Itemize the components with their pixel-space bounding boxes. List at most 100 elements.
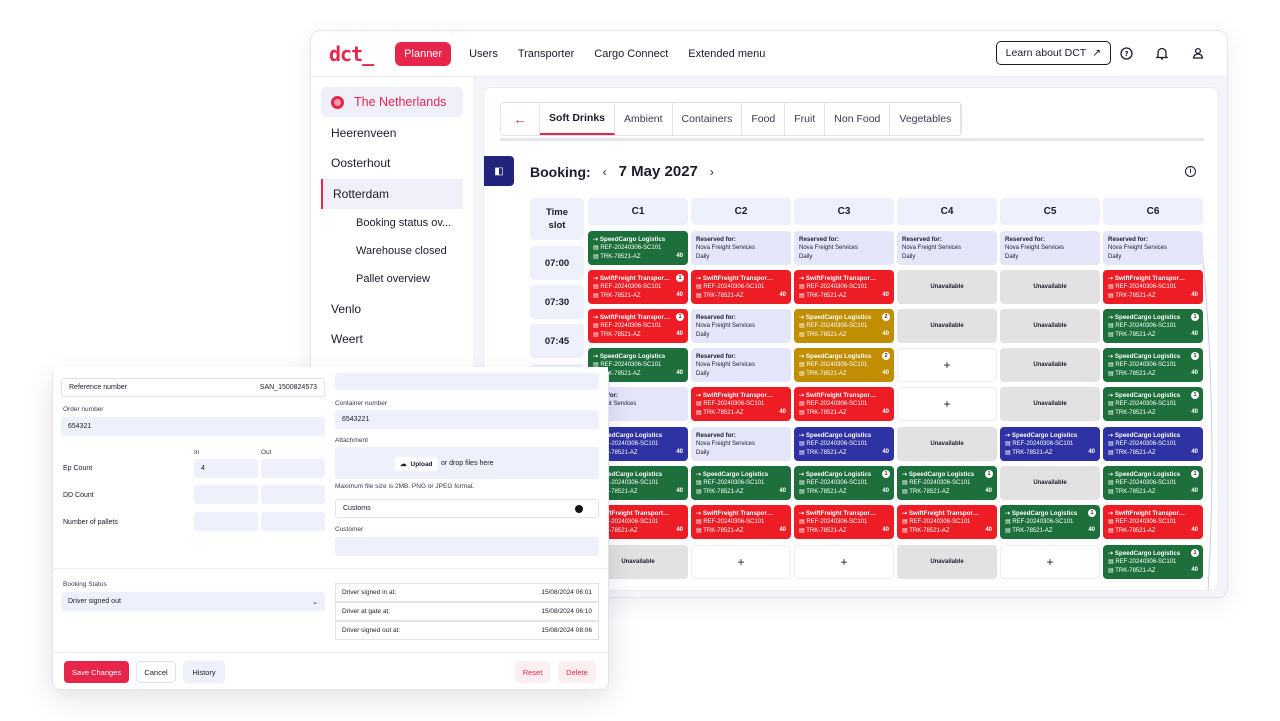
customs-toggle-knob[interactable] (575, 504, 583, 513)
speedcargo-booking[interactable]: ⇢ SpeedCargo Logistics▤ REF-20240306-SC1… (588, 231, 688, 265)
top-right-field[interactable] (335, 373, 599, 390)
speedcargo-booking[interactable]: ⇢ SpeedCargo Logistics▤ REF-20240306-SC1… (794, 309, 894, 343)
pallets-out-field[interactable] (261, 512, 325, 531)
ep-count-in-field[interactable]: 4 (194, 459, 258, 478)
swiftfreight-booking[interactable]: ⇢ SwiftFreight Transportatio...▤ REF-202… (794, 387, 894, 421)
bell-icon[interactable] (1153, 44, 1171, 62)
swiftfreight-booking[interactable]: ⇢ SwiftFreight Transportatio...▤ REF-202… (691, 387, 791, 421)
container-number-field[interactable]: 6543221 (335, 410, 599, 429)
dd-count-out-field[interactable] (261, 485, 325, 504)
chevron-left-icon[interactable]: ‹ (602, 164, 607, 179)
back-arrow-icon[interactable]: ← (501, 103, 540, 135)
speedcargo-booking[interactable]: ⇢ SpeedCargo Logistics▤ REF-20240306-SC1… (691, 466, 791, 500)
dct-logo[interactable]: dct_ (329, 41, 374, 66)
unavailable-slot[interactable]: Unavailable (897, 270, 997, 304)
unavailable-slot[interactable]: Unavailable (1000, 270, 1100, 304)
pallets-in-field[interactable] (194, 512, 258, 531)
speedcargo-booking[interactable]: ⇢ SpeedCargo Logistics▤ REF-20240306-SC1… (1000, 505, 1100, 539)
tab-non-food[interactable]: Non Food (825, 103, 891, 135)
add-booking-slot[interactable]: + (1000, 545, 1100, 579)
sidebar-sub-pallet-overview[interactable]: Pallet overview (356, 273, 430, 285)
history-button[interactable]: History (183, 661, 225, 683)
customer-field[interactable] (335, 537, 599, 556)
nav-users[interactable]: Users (469, 47, 498, 60)
booking-status-select[interactable]: Driver signed out ⌄ (61, 592, 325, 611)
sidebar-toggle-icon[interactable]: ◧ (484, 156, 514, 186)
tab-ambient[interactable]: Ambient (615, 103, 673, 135)
tab-fruit[interactable]: Fruit (785, 103, 826, 135)
add-booking-slot[interactable]: + (794, 545, 894, 579)
speedcargo-booking[interactable]: ⇢ SpeedCargo Logistics▤ REF-20240306-SC1… (897, 466, 997, 500)
unavailable-slot[interactable]: Unavailable (897, 427, 997, 461)
swiftfreight-booking[interactable]: ⇢ SwiftFreight Transport... ▤ REF-2024030… (588, 270, 688, 304)
info-icon[interactable]: i (1185, 166, 1196, 177)
order-number-field[interactable]: 654321 (61, 417, 325, 436)
unavailable-slot[interactable]: Unavailable (1000, 387, 1100, 421)
swiftfreight-booking[interactable]: ⇢ SwiftFreight Transportatio...▤ REF-202… (691, 270, 791, 304)
sidebar-item-the-netherlands[interactable]: The Netherlands (321, 87, 463, 117)
chevron-right-icon[interactable]: › (709, 164, 714, 179)
sidebar-sub-booking-status[interactable]: Booking status ov... (356, 217, 452, 229)
swiftfreight-booking[interactable]: ⇢ SwiftFreight Transportatio...▤ REF-202… (794, 505, 894, 539)
swiftfreight-booking[interactable]: ⇢ SwiftFreight Transportatio...▤ REF-202… (691, 505, 791, 539)
add-booking-slot[interactable]: + (897, 387, 997, 421)
swiftfreight-booking[interactable]: ⇢ SwiftFreight Transportatio...▤ REF-202… (1103, 270, 1203, 304)
unavailable-slot[interactable]: Unavailable (1000, 466, 1100, 500)
add-booking-slot[interactable]: + (897, 348, 997, 382)
speedcargo-booking[interactable]: ⇢ SpeedCargo Logistics▤ REF-20240306-SC1… (794, 348, 894, 382)
reserved-slot[interactable]: Reserved for: Nova Freight Services Daily (1103, 231, 1203, 265)
sidebar-item-venlo[interactable]: Venlo (331, 302, 362, 316)
reserved-slot[interactable]: Reserved for: Nova Freight Services Daily (1000, 231, 1100, 265)
unavailable-slot[interactable]: Unavailable (1000, 348, 1100, 382)
speedcargo-booking[interactable]: ⇢ SpeedCargo Logistics▤ REF-20240306-SC1… (1000, 427, 1100, 461)
unavailable-slot[interactable]: Unavailable (1000, 309, 1100, 343)
speedcargo-booking[interactable]: ⇢ SpeedCargo Logistics▤ REF-20240306-SC1… (794, 427, 894, 461)
unavailable-slot[interactable]: Unavailable (897, 545, 997, 579)
customs-toggle-row[interactable]: Customs (335, 499, 599, 518)
nav-extended-menu[interactable]: Extended menu (688, 47, 766, 60)
sidebar-item-heerenveen[interactable]: Heerenveen (331, 126, 397, 140)
speedcargo-booking[interactable]: ⇢ SpeedCargo Logistics▤ REF-20240306-SC1… (1103, 309, 1203, 343)
reserved-slot[interactable]: Reserved for: Nova Freight Services Daily (691, 348, 791, 382)
reserved-slot[interactable]: Reserved for: Nova Freight Services Daily (691, 427, 791, 461)
tab-containers[interactable]: Containers (672, 103, 743, 135)
delete-button[interactable]: Delete (558, 661, 596, 683)
attachment-dropzone[interactable] (335, 447, 599, 479)
reserved-slot[interactable]: Reserved for: Nova Freight Services Daily (794, 231, 894, 265)
tab-food[interactable]: Food (742, 103, 786, 135)
reserved-slot[interactable]: Reserved for: Nova Freight Services Daily (691, 231, 791, 265)
reset-button[interactable]: Reset (515, 661, 550, 683)
speedcargo-booking[interactable]: ⇢ SpeedCargo Logistics▤ REF-20240306-SC1… (1103, 466, 1203, 500)
upload-button[interactable]: ☁ Upload (395, 457, 438, 471)
sidebar-item-rotterdam[interactable]: Rotterdam (321, 179, 463, 209)
sidebar-sub-warehouse-closed[interactable]: Warehouse closed (356, 245, 447, 257)
reserved-slot[interactable]: Reserved for: Nova Freight Services Daily (691, 309, 791, 343)
reserved-slot[interactable]: Reserved for: Nova Freight Services Daily (897, 231, 997, 265)
cancel-button[interactable]: Cancel (136, 661, 176, 683)
swiftfreight-booking[interactable]: ⇢ SwiftFreight Transportatio...▤ REF-202… (1103, 505, 1203, 539)
nav-planner[interactable]: Planner (395, 41, 452, 66)
help-icon[interactable]: ? (1117, 44, 1135, 62)
swiftfreight-booking[interactable]: ⇢ SwiftFreight Transport... ▤ REF-2024030… (588, 309, 688, 343)
ep-count-out-field[interactable] (261, 459, 325, 478)
nav-transporter[interactable]: Transporter (517, 47, 575, 60)
speedcargo-booking[interactable]: ⇢ SpeedCargo Logistics▤ REF-20240306-SC1… (588, 348, 688, 382)
save-changes-button[interactable]: Save Changes (64, 661, 129, 683)
speedcargo-booking[interactable]: ⇢ SpeedCargo Logistics▤ REF-20240306-SC1… (1103, 387, 1203, 421)
speedcargo-booking[interactable]: ⇢ SpeedCargo Logistics▤ REF-20240306-SC1… (1103, 545, 1203, 579)
speedcargo-booking[interactable]: ⇢ SpeedCargo Logistics▤ REF-20240306-SC1… (794, 466, 894, 500)
sidebar-item-oosterhout[interactable]: Oosterhout (331, 156, 391, 170)
speedcargo-booking[interactable]: ⇢ SpeedCargo Logistics▤ REF-20240306-SC1… (1103, 348, 1203, 382)
swiftfreight-booking[interactable]: ⇢ SwiftFreight Transportatio...▤ REF-202… (897, 505, 997, 539)
nav-cargo-connect[interactable]: Cargo Connect (594, 47, 669, 60)
learn-about-dct-button[interactable]: Learn about DCT ↗ (995, 41, 1111, 65)
dd-count-in-field[interactable] (194, 485, 258, 504)
swiftfreight-booking[interactable]: ⇢ SwiftFreight Transportatio...▤ REF-202… (794, 270, 894, 304)
tab-soft-drinks[interactable]: Soft Drinks (540, 103, 616, 135)
user-icon[interactable] (1189, 44, 1207, 62)
speedcargo-booking[interactable]: ⇢ SpeedCargo Logistics▤ REF-20240306-SC1… (1103, 427, 1203, 461)
sidebar-item-weert[interactable]: Weert (331, 332, 363, 346)
tab-vegetables[interactable]: Vegetables (890, 103, 962, 135)
add-booking-slot[interactable]: + (691, 545, 791, 579)
unavailable-slot[interactable]: Unavailable (897, 309, 997, 343)
